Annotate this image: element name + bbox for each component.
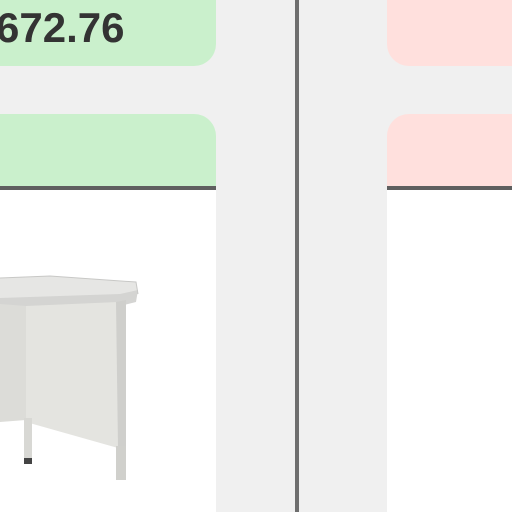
product-image-right[interactable] bbox=[387, 190, 512, 512]
price-value-left: 672.76 bbox=[0, 4, 125, 51]
price-banner-left: 672.76 bbox=[0, 0, 216, 66]
product-card-right[interactable] bbox=[387, 0, 512, 512]
label-banner-right bbox=[387, 114, 512, 190]
product-card-left[interactable]: 672.76 bbox=[0, 0, 216, 512]
price-banner-right bbox=[387, 0, 512, 66]
label-banner-left bbox=[0, 114, 216, 190]
column-divider bbox=[295, 0, 299, 512]
desk-image bbox=[0, 275, 139, 480]
product-image-left[interactable] bbox=[0, 190, 216, 512]
